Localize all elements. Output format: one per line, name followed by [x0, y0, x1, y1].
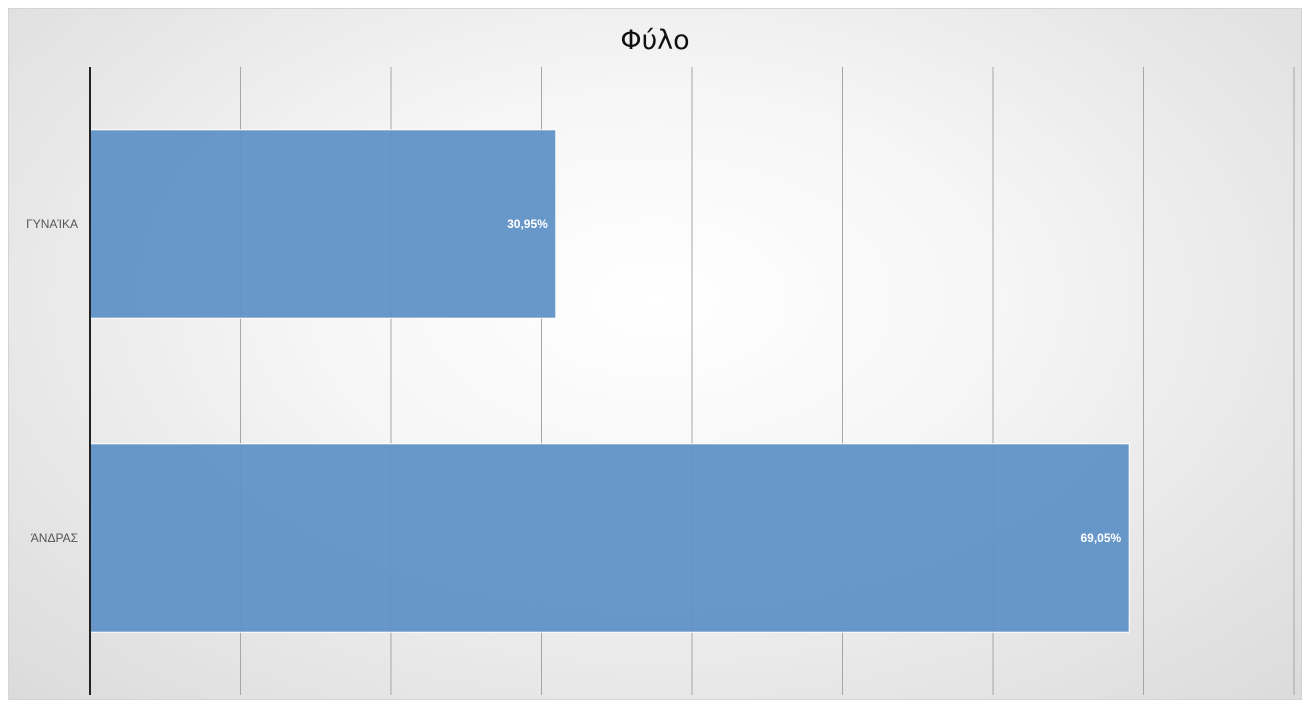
data-label: 69,05%: [1080, 531, 1121, 545]
bar: [89, 443, 1130, 633]
bar: [89, 129, 557, 319]
bar-chart-plot: ΓΥΝΑΊΚΑ 30,95% ΆΝΔΡΑΣ 69,05%: [26, 67, 1295, 695]
category-label: ΆΝΔΡΑΣ: [31, 531, 78, 545]
category-label: ΓΥΝΑΊΚΑ: [26, 217, 78, 231]
data-label: 30,95%: [507, 217, 548, 231]
chart-area: Φύλο ΓΥΝΑΊΚΑ 30,95% ΆΝΔΡΑΣ 69,05%: [8, 8, 1302, 700]
chart-title: Φύλο: [620, 25, 690, 56]
